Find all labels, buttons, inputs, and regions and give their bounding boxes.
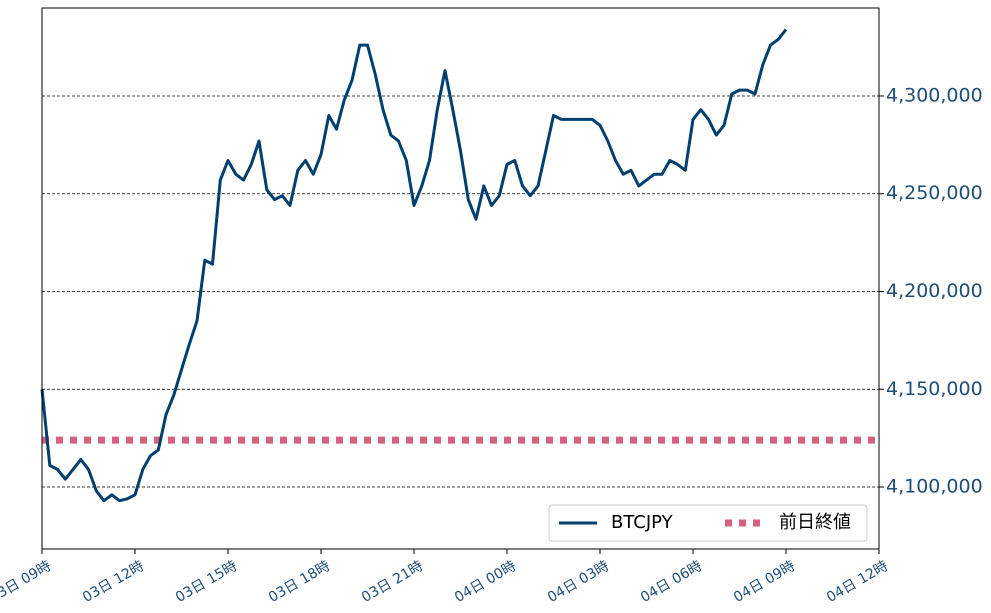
legend-label: 前日終値 bbox=[779, 512, 851, 533]
y-tick-label: 4,100,000 bbox=[886, 476, 983, 498]
y-tick-label: 4,300,000 bbox=[886, 84, 983, 106]
x-tick-label: 04日 12時 bbox=[824, 558, 891, 606]
legend-box bbox=[548, 504, 868, 542]
y-tick-label: 4,150,000 bbox=[886, 378, 983, 400]
x-tick-label: 03日 15時 bbox=[173, 558, 240, 606]
y-tick-label: 4,200,000 bbox=[886, 280, 983, 302]
plot-frame bbox=[41, 7, 880, 550]
x-tick-label: 04日 09時 bbox=[731, 558, 798, 606]
x-tick-label: 03日 09時 bbox=[0, 558, 54, 606]
x-tick-label: 04日 03時 bbox=[545, 558, 612, 606]
x-tick-label: 04日 00時 bbox=[452, 558, 519, 606]
x-tick-label: 04日 06時 bbox=[638, 558, 705, 606]
x-tick-label: 03日 12時 bbox=[80, 558, 147, 606]
data-line bbox=[40, 28, 788, 503]
legend-label: BTCJPY bbox=[611, 512, 674, 533]
x-tick-label: 03日 21時 bbox=[359, 558, 426, 606]
x-tick-label: 03日 18時 bbox=[266, 558, 333, 606]
y-tick-label: 4,250,000 bbox=[886, 182, 983, 204]
